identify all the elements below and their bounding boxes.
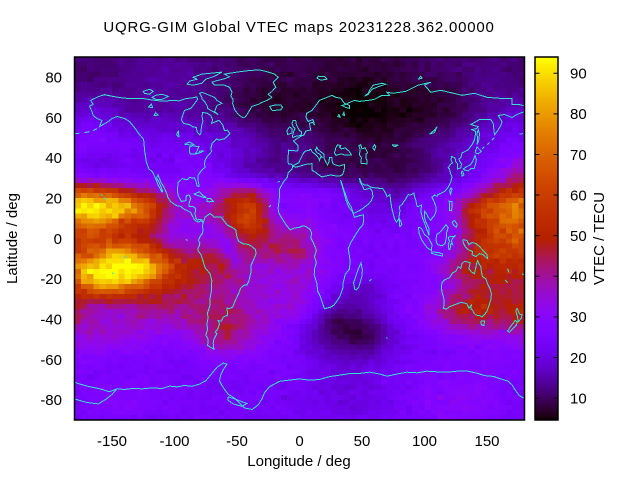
svg-text:UQRG-GIM Global VTEC maps 2023: UQRG-GIM Global VTEC maps 20231228.362.0… — [103, 19, 494, 36]
